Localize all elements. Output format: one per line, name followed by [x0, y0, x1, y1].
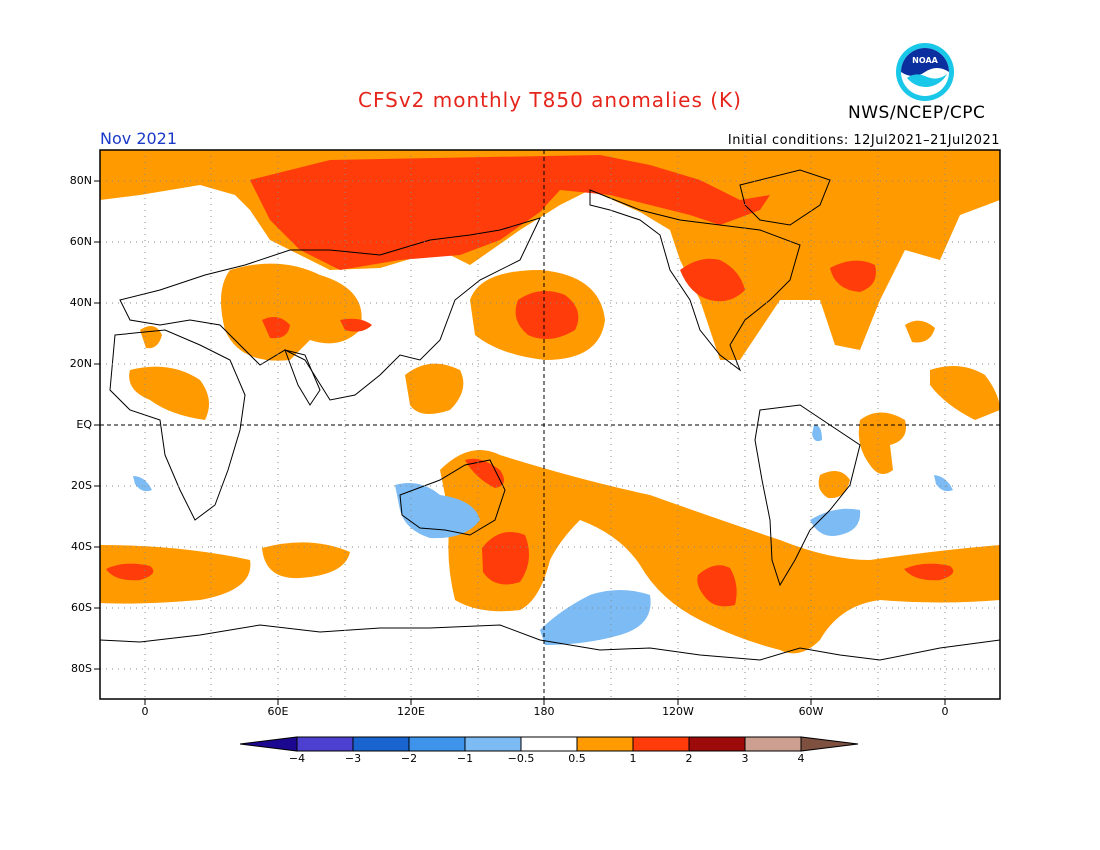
initial-conditions: Initial conditions: 12Jul2021–21Jul2021: [727, 133, 1000, 148]
colorbar-label: 2: [685, 752, 693, 765]
noaa-logo-text: NOAA: [912, 56, 938, 65]
colorbar-label: −4: [288, 752, 306, 765]
lat-grid: [100, 180, 1000, 670]
warm-anomaly-red: [106, 155, 954, 607]
lat-label-60s: 60S: [71, 601, 92, 614]
lon-label-60e: 60E: [267, 705, 289, 718]
org-label: NWS/NCEP/CPC: [848, 103, 986, 123]
lat-label-60n: 60N: [69, 235, 92, 248]
lat-label-80n: 80N: [69, 174, 92, 187]
lat-label-20s: 20S: [71, 479, 92, 492]
axis-ticks: [94, 180, 946, 705]
lon-label-120e: 120E: [397, 705, 425, 718]
lat-label-20n: 20N: [69, 357, 92, 370]
lon-label-180: 180: [533, 705, 555, 718]
colorbar-swatch: [688, 736, 746, 752]
colorbar-arrow-high: [800, 736, 859, 752]
colorbar-label: 0.5: [568, 752, 586, 765]
lon-label-0-east: 0: [941, 705, 949, 718]
colorbar-swatch: [464, 736, 522, 752]
colorbar-label: 3: [741, 752, 749, 765]
colorbar-label: −3: [344, 752, 362, 765]
colorbar-swatch: [576, 736, 634, 752]
colorbar-swatch: [296, 736, 354, 752]
noaa-logo: NOAA: [896, 43, 954, 101]
lat-label-80s: 80S: [71, 662, 92, 675]
colorbar-swatch: [408, 736, 466, 752]
lon-label-60w: 60W: [798, 705, 824, 718]
forecast-month: Nov 2021: [100, 129, 178, 148]
colorbar-label: −0.5: [507, 752, 535, 765]
lon-label-120w: 120W: [662, 705, 694, 718]
colorbar-label: 1: [629, 752, 637, 765]
coastlines: [100, 169, 1000, 661]
map-title: CFSv2 monthly T850 anomalies (K): [358, 88, 742, 112]
lat-label-eq: EQ: [76, 418, 92, 431]
lat-label-40s: 40S: [71, 540, 92, 553]
colorbar-label: −1: [456, 752, 474, 765]
colorbar-swatch: [520, 736, 578, 752]
cool-anomaly-blue: [133, 424, 953, 645]
colorbar-label: 4: [797, 752, 805, 765]
colorbar-swatch: [744, 736, 802, 752]
lon-label-0: 0: [141, 705, 149, 718]
lat-label-40n: 40N: [69, 296, 92, 309]
colorbar-swatch: [632, 736, 690, 752]
colorbar-label: −2: [400, 752, 418, 765]
colorbar-swatch: [352, 736, 410, 752]
colorbar-arrow-low: [239, 736, 298, 752]
